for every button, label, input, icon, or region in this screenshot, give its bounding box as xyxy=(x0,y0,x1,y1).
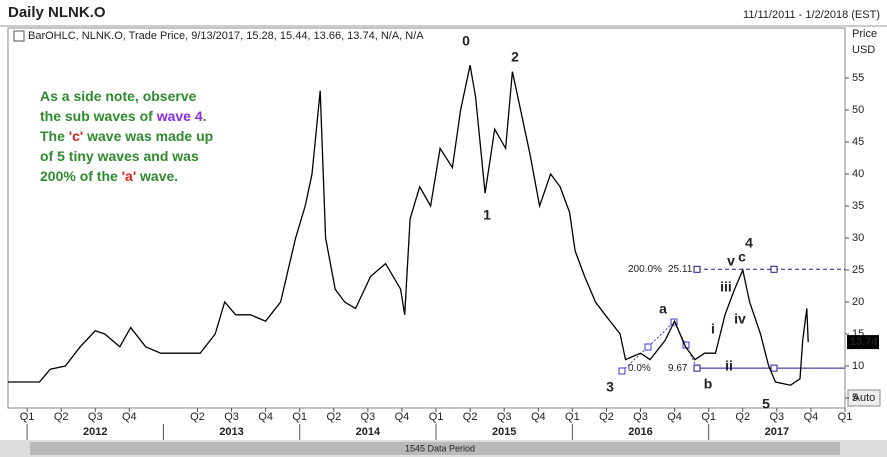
year-label: 2013 xyxy=(219,426,243,438)
x-tick-label: Q3 xyxy=(497,411,512,423)
note-segment: As a side note, observe the sub waves of xyxy=(40,88,197,124)
series-icon xyxy=(13,30,25,42)
fib-handle xyxy=(693,364,701,372)
x-tick-label: Q1 xyxy=(565,411,580,423)
x-tick-label: Q1 xyxy=(20,411,35,423)
year-label: 2016 xyxy=(628,426,652,438)
x-tick-label: Q3 xyxy=(633,411,648,423)
wave-label: 4 xyxy=(745,235,753,251)
year-label: 2014 xyxy=(356,426,381,438)
x-tick-label: Q3 xyxy=(88,411,103,423)
last-price-label: 13.74 xyxy=(850,336,878,348)
price-line xyxy=(8,65,809,386)
wave-label: 0 xyxy=(462,33,470,49)
y-axis-label: Price xyxy=(852,28,877,40)
x-tick-label: Q2 xyxy=(190,411,205,423)
data-period: 1545 Data Period xyxy=(405,443,475,453)
handle xyxy=(644,343,652,351)
fib-percent: 200.0% xyxy=(628,264,662,275)
year-label: 2017 xyxy=(765,426,789,438)
y-tick-label: 5 xyxy=(852,392,858,404)
x-tick-label: Q4 xyxy=(395,411,410,423)
wave-label: i xyxy=(711,321,715,337)
x-tick-label: Q2 xyxy=(463,411,478,423)
x-tick-label: Q3 xyxy=(769,411,784,423)
note-segment: 'c' xyxy=(68,128,84,144)
year-label: 2015 xyxy=(492,426,516,438)
x-tick-label: Q4 xyxy=(531,411,546,423)
fib-value: 9.67 xyxy=(668,363,688,374)
note-segment: wave. xyxy=(136,168,179,184)
x-tick-label: Q3 xyxy=(224,411,239,423)
note-segment: . The xyxy=(40,108,207,144)
x-tick-label: Q1 xyxy=(701,411,716,423)
subtitle: BarOHLC, NLNK.O, Trade Price, 9/13/2017,… xyxy=(28,30,424,42)
fib-handle xyxy=(770,265,778,273)
wave-label: v xyxy=(727,253,735,269)
fib-percent: 0.0% xyxy=(628,363,651,374)
y-axis-unit: USD xyxy=(852,44,875,56)
note-segment: 'a' xyxy=(121,168,137,184)
year-label: 2012 xyxy=(83,426,107,438)
x-tick-label: Q4 xyxy=(804,411,819,423)
fib-handle xyxy=(770,364,778,372)
wave-label: iv xyxy=(734,311,746,327)
wave-label: 2 xyxy=(511,49,519,65)
wave-label: a xyxy=(659,301,667,317)
y-tick-label: 50 xyxy=(852,104,864,116)
y-tick-label: 25 xyxy=(852,264,864,276)
y-tick-label: 20 xyxy=(852,296,864,308)
wave-label: 3 xyxy=(606,379,614,395)
x-tick-label: Q2 xyxy=(735,411,750,423)
auto-button-label[interactable]: Auto xyxy=(853,392,876,404)
plot-border xyxy=(7,27,846,409)
handle xyxy=(618,367,626,375)
y-tick-label: 55 xyxy=(852,72,864,84)
x-tick-label: Q4 xyxy=(122,411,137,423)
x-tick-label: Q2 xyxy=(326,411,341,423)
y-tick-label: 30 xyxy=(852,232,864,244)
x-tick-label: Q2 xyxy=(599,411,614,423)
wave-label: 5 xyxy=(762,396,770,412)
x-tick-label: Q1 xyxy=(292,411,307,423)
scroll-thumb[interactable] xyxy=(30,442,840,455)
side-note: As a side note, observe the sub waves of… xyxy=(40,86,218,186)
x-tick-label: Q1 xyxy=(429,411,444,423)
wave-label: 1 xyxy=(483,207,491,223)
x-tick-label: Q2 xyxy=(54,411,69,423)
x-tick-label: Q3 xyxy=(361,411,376,423)
wave-label: iii xyxy=(720,279,732,295)
note-segment: wave was made up of 5 tiny waves and was… xyxy=(40,128,214,184)
x-tick-label: Q4 xyxy=(258,411,273,423)
y-tick-label: 45 xyxy=(852,136,864,148)
x-tick-label: Q1 xyxy=(838,411,853,423)
y-tick-label: 10 xyxy=(852,360,864,372)
wave-label: b xyxy=(704,376,713,392)
x-tick-label: Q4 xyxy=(667,411,682,423)
fib-value: 25.11 xyxy=(668,264,693,275)
wave-label: ii xyxy=(725,358,733,374)
date-range: 11/11/2011 - 1/2/2018 (EST) xyxy=(743,9,880,21)
last-price-box xyxy=(847,335,879,350)
y-tick-label: 35 xyxy=(852,200,864,212)
wave-label: c xyxy=(738,249,746,265)
note-segment: wave 4 xyxy=(156,108,203,124)
fib-handle xyxy=(693,265,701,273)
chart-title: Daily NLNK.O xyxy=(8,4,106,21)
y-tick-label: 40 xyxy=(852,168,864,180)
